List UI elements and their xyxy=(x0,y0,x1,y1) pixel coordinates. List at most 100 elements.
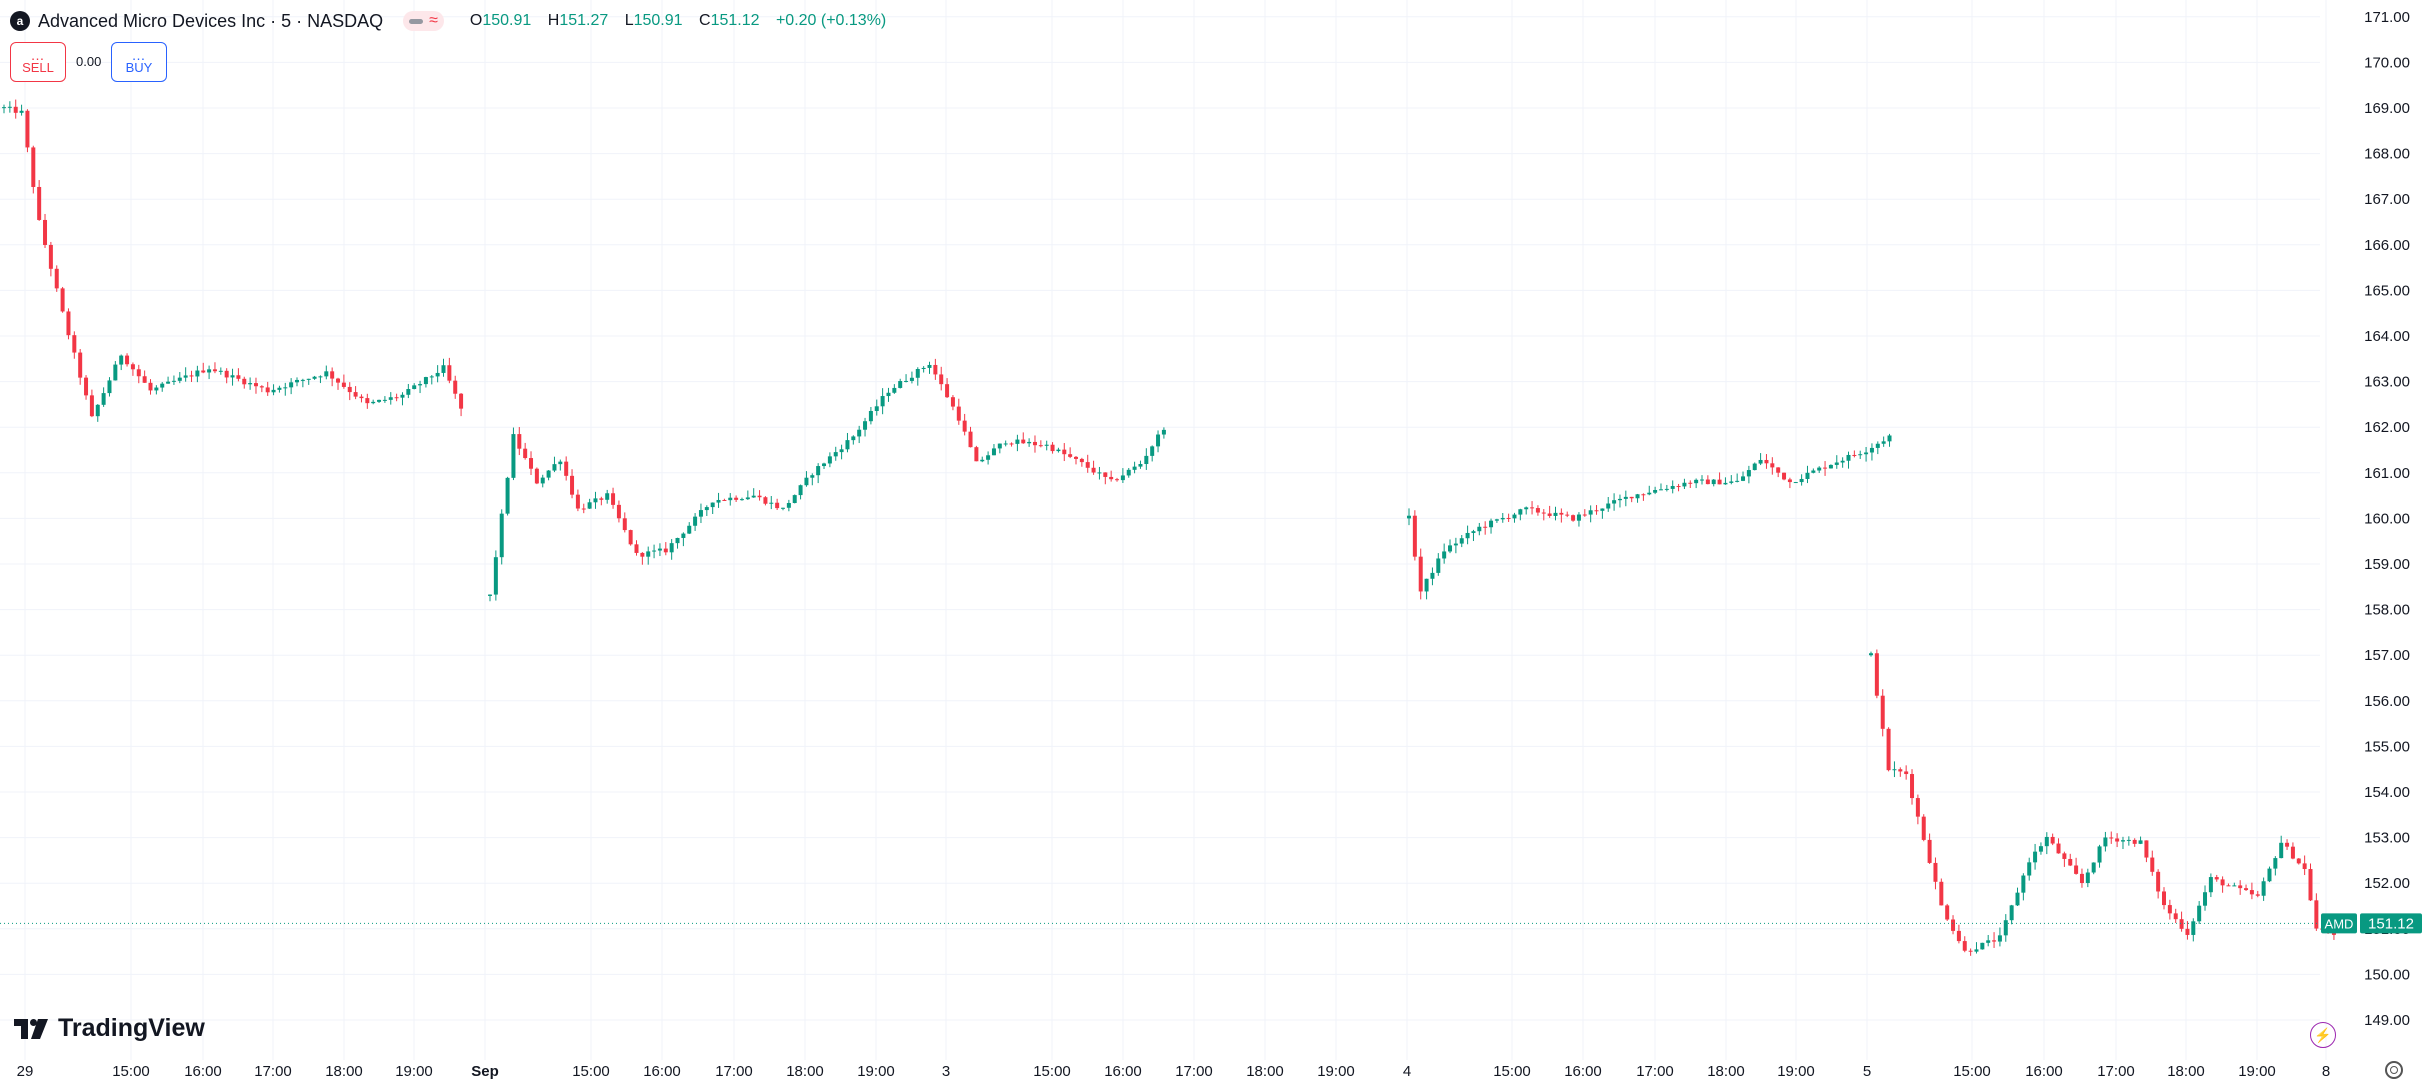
candle xyxy=(1079,457,1084,467)
candle xyxy=(1009,442,1014,447)
candle xyxy=(2244,884,2249,892)
candle xyxy=(599,496,604,506)
candle xyxy=(1864,446,1869,462)
candle xyxy=(1559,508,1564,523)
price-axis[interactable]: 149.00150.00151.00152.00153.00154.00155.… xyxy=(2364,9,2410,1029)
candle xyxy=(1465,525,1470,545)
candle xyxy=(816,463,821,484)
candle xyxy=(1817,466,1822,473)
candle xyxy=(1530,501,1535,515)
candle xyxy=(60,286,65,313)
time-tick-label: 17:00 xyxy=(254,1063,292,1080)
sell-button[interactable]: … SELL xyxy=(10,42,66,82)
time-tick-label: 19:00 xyxy=(857,1063,895,1080)
candle xyxy=(1880,689,1885,737)
price-tick-label: 154.00 xyxy=(2364,784,2410,801)
candle xyxy=(259,385,264,393)
time-tick-label: 29 xyxy=(17,1063,34,1080)
time-tick-label: 15:00 xyxy=(572,1063,610,1080)
candle xyxy=(1776,467,1781,478)
candle xyxy=(2068,853,2073,867)
candle xyxy=(2197,901,2202,925)
candle xyxy=(552,456,557,473)
tradingview-logo[interactable]: TradingView xyxy=(14,1014,205,1043)
change-value: +0.20 (+0.13%) xyxy=(775,12,887,29)
candle xyxy=(418,380,423,394)
candle xyxy=(546,470,551,481)
candle xyxy=(1097,466,1102,480)
candle xyxy=(997,443,1002,454)
candle xyxy=(377,399,382,403)
candle xyxy=(271,384,276,396)
candle xyxy=(863,417,868,437)
candle xyxy=(265,381,270,396)
buy-label: BUY xyxy=(125,59,153,75)
buy-button[interactable]: … BUY xyxy=(111,42,167,82)
candle xyxy=(13,99,18,119)
candle xyxy=(2150,850,2155,876)
candle xyxy=(336,377,341,390)
candle xyxy=(1471,529,1476,542)
price-tick-label: 153.00 xyxy=(2364,830,2410,847)
low-value: 150.91 xyxy=(633,12,683,29)
indicator-pill[interactable]: ≈ xyxy=(403,11,444,31)
candle xyxy=(1062,443,1067,462)
price-tick-label: 170.00 xyxy=(2364,54,2410,71)
price-tick-label: 168.00 xyxy=(2364,146,2410,163)
candle xyxy=(781,507,785,511)
candle xyxy=(663,542,668,556)
candle xyxy=(312,375,317,380)
candle xyxy=(1974,942,1979,954)
candle xyxy=(1512,512,1517,523)
candle xyxy=(212,362,217,374)
candle xyxy=(1670,480,1675,494)
candle xyxy=(2267,866,2272,883)
candle xyxy=(300,378,305,388)
candle xyxy=(681,532,686,547)
candle xyxy=(499,509,504,565)
candle xyxy=(675,537,680,549)
candle xyxy=(2115,833,2120,848)
candle xyxy=(113,361,118,381)
candle xyxy=(1770,457,1775,475)
price-tick-label: 152.00 xyxy=(2364,875,2410,892)
candle xyxy=(277,385,282,393)
open-label: O xyxy=(469,12,483,29)
candle xyxy=(991,444,996,456)
candle xyxy=(2033,843,2038,870)
candle xyxy=(1571,514,1576,522)
candle xyxy=(1524,506,1529,515)
settings-gear-icon[interactable] xyxy=(2385,1061,2403,1079)
candle xyxy=(909,371,914,384)
candle xyxy=(2162,887,2166,910)
candle xyxy=(2038,842,2043,855)
lightning-icon[interactable]: ⚡ xyxy=(2310,1022,2336,1048)
candle xyxy=(2167,899,2172,920)
candle xyxy=(31,145,36,194)
candle xyxy=(353,386,358,400)
candle xyxy=(956,398,961,425)
candle xyxy=(880,388,885,415)
candle xyxy=(939,366,944,391)
candle xyxy=(575,489,580,512)
candle xyxy=(1717,472,1722,485)
candle xyxy=(1647,485,1652,496)
symbol-title[interactable]: Advanced Micro Devices Inc · 5 · NASDAQ xyxy=(38,10,384,31)
time-axis[interactable]: 29 15:00 16:00 17:00 18:00 19:00 Sep 15:00 16:00… xyxy=(17,1063,2331,1080)
candle xyxy=(962,413,967,436)
price-tick-label: 171.00 xyxy=(2364,9,2410,26)
price-tick-label: 169.00 xyxy=(2364,100,2410,117)
candle xyxy=(2296,858,2301,865)
close-label: C xyxy=(699,12,711,29)
candle xyxy=(2208,873,2213,898)
candle xyxy=(1823,461,1828,476)
candle xyxy=(148,379,153,395)
candle xyxy=(101,387,106,407)
amd-logo-icon: a xyxy=(10,11,30,31)
candle xyxy=(669,539,674,560)
candle xyxy=(218,367,223,375)
candle xyxy=(921,366,926,373)
candle xyxy=(189,370,194,382)
candle xyxy=(1021,432,1026,444)
